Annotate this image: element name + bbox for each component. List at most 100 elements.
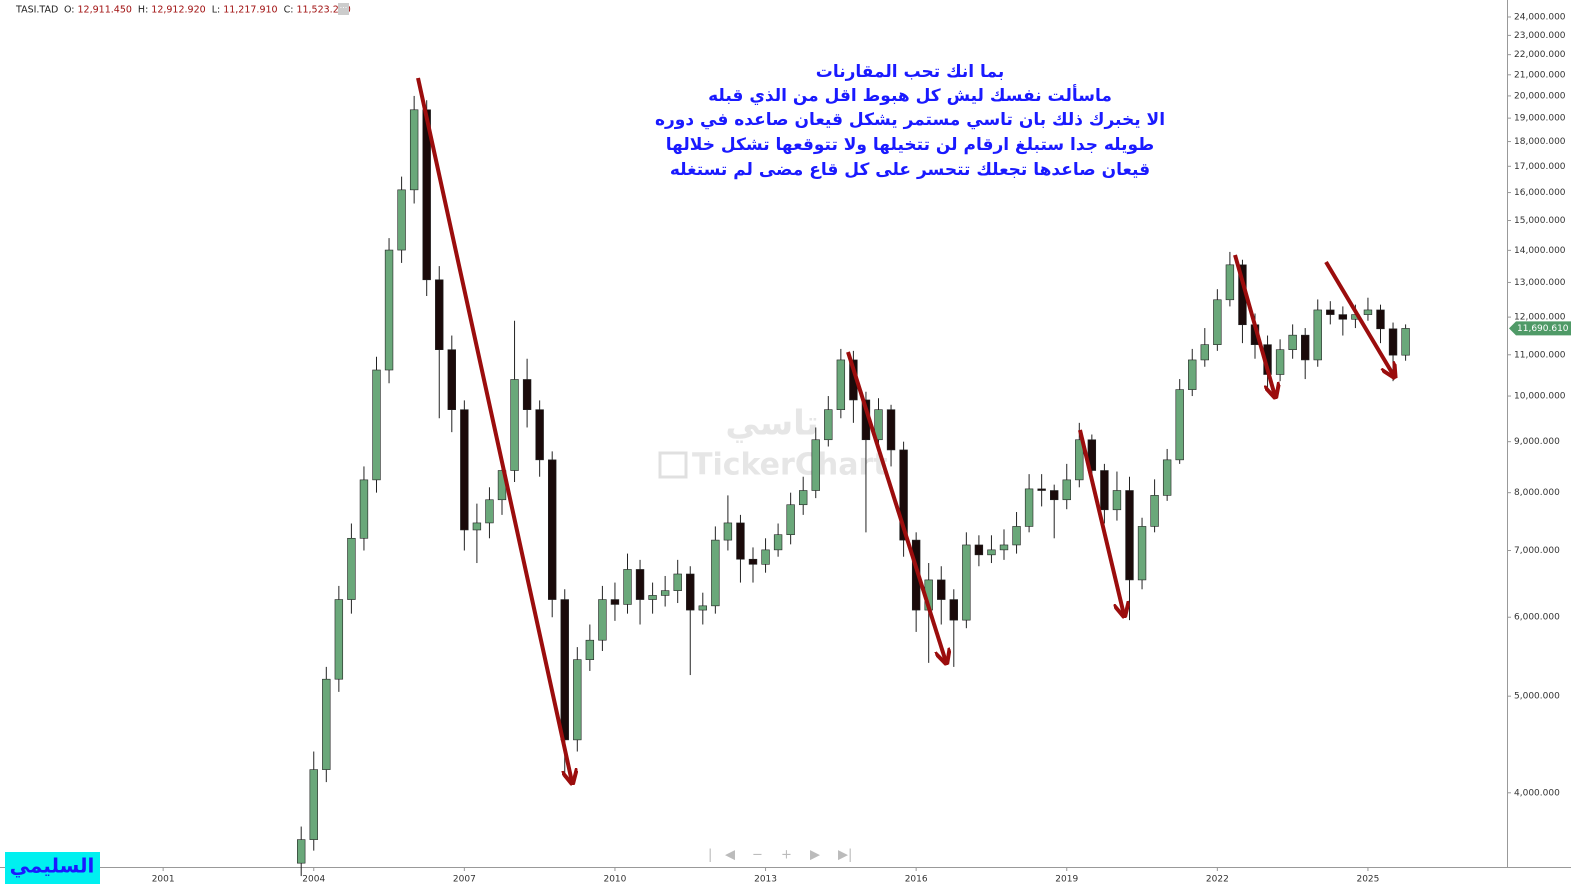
nav-next[interactable]: ▶	[810, 848, 820, 863]
candle-body	[510, 379, 519, 471]
y-tick-label: 9,000.000	[1514, 437, 1560, 447]
candle-body	[1225, 264, 1235, 301]
candle-body	[660, 590, 670, 596]
candle-body	[1401, 328, 1410, 356]
nav-first[interactable]: |	[708, 848, 712, 863]
candle-body	[723, 522, 733, 541]
y-tick-label: 5,000.000	[1514, 692, 1560, 702]
candle-body	[635, 569, 645, 600]
candle-body	[1125, 490, 1134, 581]
x-tick-label: 2025	[1356, 875, 1379, 885]
candle-body	[1012, 526, 1021, 546]
x-tick-label: 2004	[302, 875, 325, 885]
trend-arrow	[1078, 429, 1124, 615]
y-tick-label: 12,000.000	[1514, 313, 1566, 323]
candle-body	[435, 279, 444, 350]
watermark-icon	[658, 451, 688, 479]
candle-body	[1200, 344, 1209, 361]
candle-body	[409, 109, 419, 191]
y-tick-label: 6,000.000	[1514, 613, 1560, 623]
candle-body	[673, 573, 682, 591]
trend-arrow	[1324, 260, 1394, 376]
candle-body	[460, 409, 469, 531]
candle-body	[1288, 334, 1297, 350]
candle-body	[761, 549, 770, 565]
header: TASI.TAD O: 12,911.450 H: 12,912.920 L: 11,21…	[15, 5, 351, 16]
symbol: TASI.TAD	[15, 5, 58, 16]
candle-body	[1075, 439, 1084, 481]
candle-body	[698, 605, 707, 611]
candle-body	[811, 439, 820, 491]
candle-body	[1162, 459, 1172, 496]
candle-body	[322, 678, 331, 770]
x-tick-label: 2022	[1206, 875, 1229, 885]
ohlc-value: 12,912.920	[151, 5, 205, 16]
candle-body	[1376, 309, 1385, 330]
ohlc-value: 11,217.910	[223, 5, 277, 16]
y-tick-label: 10,000.000	[1514, 392, 1566, 402]
candle-body	[1112, 490, 1122, 511]
nav-prev[interactable]: ◀	[725, 848, 735, 863]
candle-body	[1275, 349, 1285, 375]
trend-arrow	[416, 77, 572, 782]
y-tick-label: 14,000.000	[1514, 246, 1566, 256]
candle-body	[648, 595, 657, 600]
candle-body	[748, 558, 758, 565]
candle-body	[297, 839, 306, 864]
candle-body	[610, 599, 620, 605]
candle-body	[397, 189, 406, 251]
last-price-marker	[1509, 321, 1571, 336]
candle-body	[1050, 490, 1059, 501]
trend-arrows	[416, 77, 1394, 782]
nav-zoom-out[interactable]: −	[752, 848, 763, 863]
author: السليمي	[10, 854, 95, 879]
candle-body	[560, 599, 569, 741]
candle-body	[485, 499, 494, 524]
candle-body	[686, 573, 695, 611]
y-tick-label: 16,000.000	[1514, 188, 1566, 198]
author-box	[5, 852, 100, 884]
annotation-line: قيعان صاعدها تجعلك تتحسر على كل قاع مضى …	[670, 160, 1150, 180]
x-tick-label: 2007	[453, 875, 476, 885]
candle-body	[1150, 495, 1159, 527]
watermark: تاسي TickerChart	[658, 404, 888, 483]
candle-body	[1213, 299, 1222, 345]
candle-body	[1137, 526, 1147, 581]
candle-body	[384, 249, 394, 371]
candle-body	[1100, 470, 1109, 511]
candle-body	[1363, 309, 1373, 315]
x-tick-label: 2019	[1055, 875, 1078, 885]
nav-zoom-in[interactable]: +	[781, 848, 792, 863]
watermark-arabic: تاسي	[725, 404, 818, 444]
candle-body	[522, 379, 532, 410]
ohlc-value: 12,911.450	[78, 5, 132, 16]
candle-body	[472, 522, 482, 531]
x-tick-label: 2013	[754, 875, 777, 885]
menu-button[interactable]	[338, 3, 349, 15]
candle-body	[874, 409, 883, 441]
y-tick-label: 13,000.000	[1514, 278, 1566, 288]
candle-body	[372, 369, 381, 481]
annotation-line: ماسألت نفسك ليش كل هبوط اقل من الذي قبله	[708, 84, 1112, 106]
nav-controls: | ◀ − + ▶ ▶|	[708, 848, 852, 863]
trend-arrow	[846, 351, 946, 662]
candle-body	[886, 409, 896, 451]
candle-body	[736, 522, 745, 560]
candle-body	[899, 449, 908, 541]
annotation-line: الا يخبرك ذلك بان تاسي مستمر يشكل قيعان …	[655, 110, 1165, 130]
y-tick-label: 24,000.000	[1514, 12, 1566, 22]
y-tick-label: 21,000.000	[1514, 70, 1566, 80]
y-tick-label: 7,000.000	[1514, 546, 1560, 556]
candle-body	[711, 539, 720, 607]
candle-body	[573, 659, 582, 741]
y-tick-label: 20,000.000	[1514, 91, 1566, 101]
candle-body	[359, 479, 369, 539]
candle-body	[1175, 389, 1184, 461]
candle-body	[598, 599, 607, 641]
nav-last[interactable]: ▶|	[838, 848, 852, 863]
candle-body	[548, 459, 557, 600]
y-tick-label: 22,000.000	[1514, 50, 1566, 60]
candle-body	[1338, 314, 1348, 320]
candle-body	[1037, 488, 1046, 491]
